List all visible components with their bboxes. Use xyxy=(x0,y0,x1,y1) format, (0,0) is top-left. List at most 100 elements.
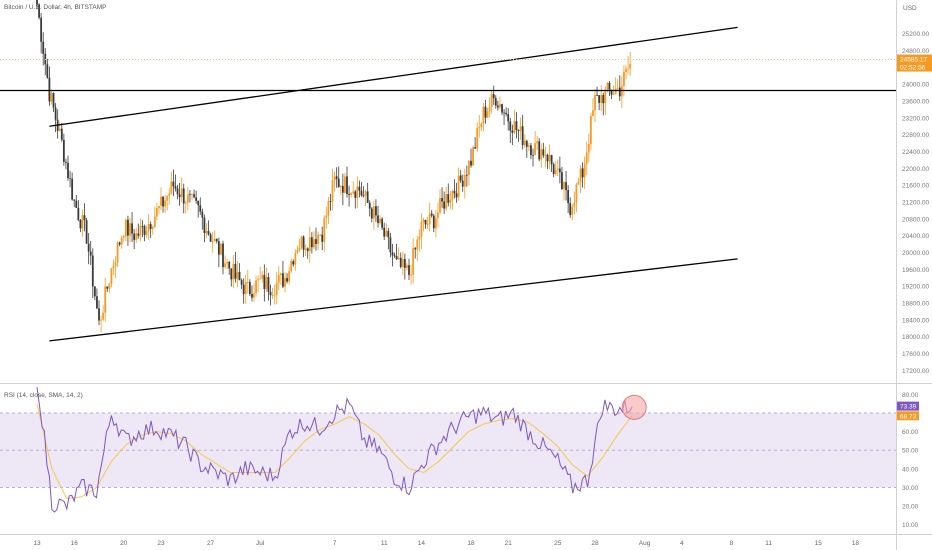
candle-body xyxy=(232,263,235,280)
candle-body xyxy=(445,194,448,209)
candle-body xyxy=(42,41,45,54)
highlight-circle[interactable] xyxy=(621,394,647,420)
candle-body xyxy=(174,186,177,189)
candle-body xyxy=(346,176,348,194)
candle-body xyxy=(304,248,307,250)
price-tick-label: 17600.00 xyxy=(902,351,929,358)
price-tick-label: 19200.00 xyxy=(902,284,929,291)
rsi-value-label: 73.39 xyxy=(900,404,917,411)
candle-body xyxy=(110,268,113,285)
candle-body xyxy=(496,105,499,108)
candle-body xyxy=(465,174,468,176)
candle-body xyxy=(350,193,353,195)
candle-body xyxy=(302,236,305,250)
candle-body xyxy=(333,176,336,181)
candle-body xyxy=(246,282,249,283)
candle-body xyxy=(255,280,257,294)
countdown-label: 02:52:56 xyxy=(900,65,926,72)
candle-body xyxy=(354,191,357,198)
rsi-tick-label: 20.00 xyxy=(902,504,919,511)
price-tick-label: 18800.00 xyxy=(902,301,929,308)
candle-body xyxy=(432,215,435,229)
candle-body xyxy=(50,93,53,102)
candle-body xyxy=(40,17,43,42)
candle-body xyxy=(358,186,361,191)
candle-body xyxy=(141,226,144,227)
candle-body xyxy=(546,154,549,162)
candle-body xyxy=(62,139,65,162)
candle-body xyxy=(207,230,210,235)
candle-body xyxy=(120,237,123,245)
candle-body xyxy=(191,194,193,196)
candle-body xyxy=(308,237,311,252)
candle-body xyxy=(195,197,198,201)
candle-body xyxy=(443,201,446,209)
candle-body xyxy=(600,95,603,103)
time-tick-label: 18 xyxy=(852,540,860,547)
candle-body xyxy=(137,233,140,236)
candle-body xyxy=(461,180,464,187)
candle-body xyxy=(486,111,489,118)
candle-body xyxy=(168,193,171,196)
time-tick-label: Jul xyxy=(256,540,265,547)
symbol-title: Bitcoin / U.S. Dollar, 4h, BITSTAMP xyxy=(4,4,106,11)
candle-body xyxy=(616,87,619,89)
candle-body xyxy=(193,194,195,198)
candle-body xyxy=(335,176,338,179)
channel-lower-line[interactable] xyxy=(49,258,738,342)
candle-body xyxy=(583,163,586,178)
candle-body xyxy=(441,198,443,202)
candle-body xyxy=(166,195,169,201)
candle-body xyxy=(284,277,286,287)
candle-body xyxy=(439,198,441,213)
candle-body xyxy=(426,224,429,226)
candle-body xyxy=(507,114,510,122)
time-tick-label: 20 xyxy=(120,540,128,547)
candle-body xyxy=(73,199,76,201)
candle-body xyxy=(573,202,576,207)
channel-upper-line[interactable] xyxy=(49,26,738,127)
candle-body xyxy=(108,284,111,289)
candle-body xyxy=(356,186,359,198)
candle-body xyxy=(420,222,423,238)
candle-body xyxy=(100,319,102,321)
candle-body xyxy=(383,227,386,237)
candle-body xyxy=(286,277,288,282)
candle-body xyxy=(581,168,584,178)
candle-body xyxy=(58,128,61,131)
candle-body xyxy=(77,207,80,221)
candle-body xyxy=(627,68,629,70)
candle-body xyxy=(65,161,67,163)
candle-body xyxy=(54,107,57,120)
candle-body xyxy=(151,226,154,229)
candle-body xyxy=(625,68,627,72)
candle-body xyxy=(414,248,417,250)
rsi-tick-label: 80.00 xyxy=(902,392,919,399)
candle-body xyxy=(501,104,503,113)
candle-body xyxy=(577,181,580,185)
candle-body xyxy=(79,220,82,229)
candle-body xyxy=(313,239,315,248)
candle-body xyxy=(542,149,545,156)
candle-body xyxy=(155,208,158,217)
candle-body xyxy=(158,205,160,209)
candle-body xyxy=(205,230,208,234)
candle-body xyxy=(160,196,162,206)
time-tick-label: 13 xyxy=(33,540,41,547)
price-tick-label: 20800.00 xyxy=(902,216,929,223)
rsi-pane[interactable] xyxy=(0,386,896,513)
price-tick-label: 24000.00 xyxy=(902,82,929,89)
candle-body xyxy=(75,200,78,208)
candle-body xyxy=(236,272,239,279)
candle-body xyxy=(387,230,390,238)
candle-body xyxy=(282,273,284,287)
candle-body xyxy=(437,212,439,219)
candle-body xyxy=(488,106,491,112)
price-tick-label: 22000.00 xyxy=(902,166,929,173)
price-tick-label: 22400.00 xyxy=(902,149,929,156)
candle-body xyxy=(428,213,431,225)
price-pane[interactable] xyxy=(0,0,896,342)
time-tick-label: 18 xyxy=(467,540,475,547)
candle-body xyxy=(408,265,410,275)
